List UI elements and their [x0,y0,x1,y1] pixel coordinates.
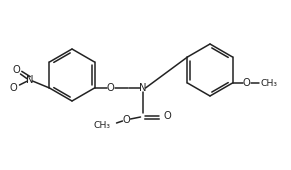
Text: O: O [164,111,171,121]
Text: O: O [107,83,114,93]
Text: O: O [123,115,130,125]
Text: O: O [10,83,17,93]
Text: N: N [139,83,146,93]
Text: O: O [13,65,20,75]
Text: CH₃: CH₃ [260,79,278,88]
Text: N: N [26,75,33,85]
Text: O: O [243,78,250,88]
Text: CH₃: CH₃ [93,122,111,131]
